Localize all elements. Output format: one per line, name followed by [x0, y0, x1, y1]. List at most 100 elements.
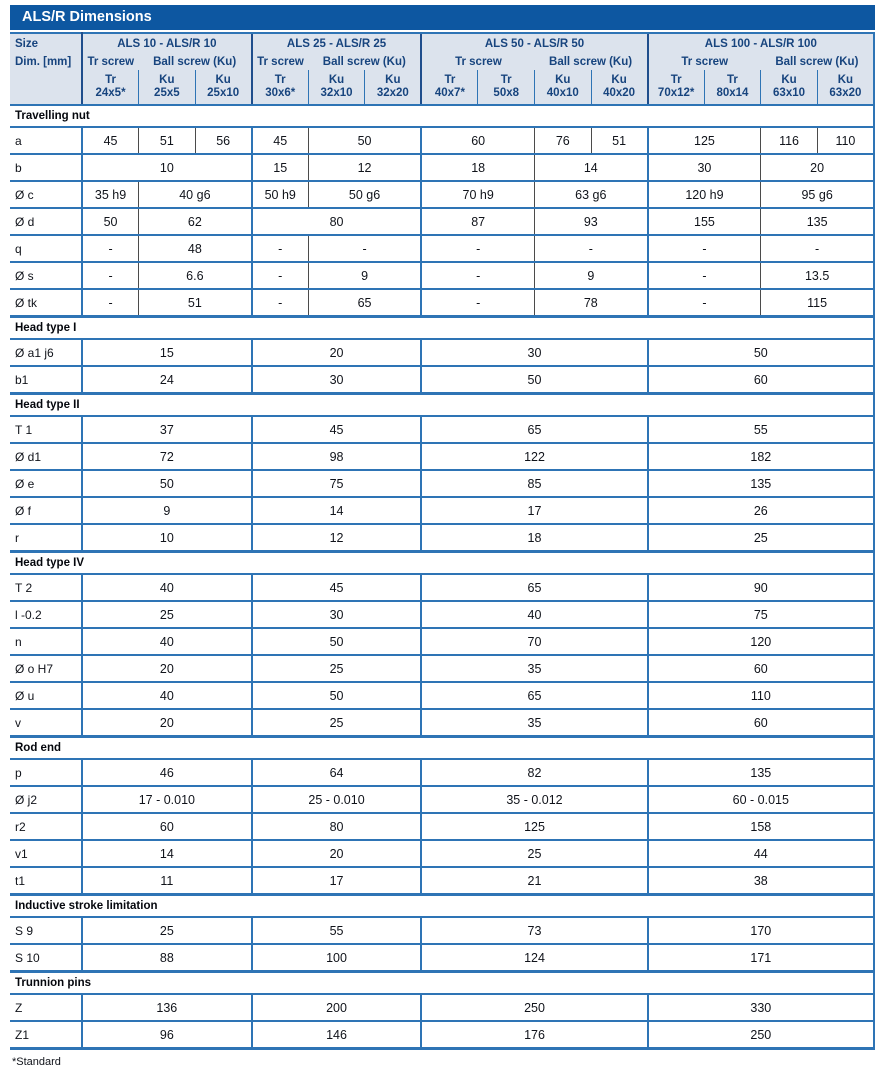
screw-type: Ku	[837, 74, 854, 86]
table-row: T 2 40 45 65 90	[10, 574, 874, 602]
screw-size-header: Ku 63x10	[760, 70, 818, 106]
row-label: v	[10, 709, 83, 738]
data-cell: 95 g6	[760, 181, 874, 209]
data-cell: 72	[81, 443, 252, 471]
data-cell: 65	[307, 289, 422, 318]
table-row: Ø s -6.6-9-9-13.5	[10, 262, 874, 290]
header-row-size: Size ALS 10 - ALS/R 10 ALS 25 - ALS/R 25 AL…	[10, 32, 874, 53]
screw-size: 32x20	[376, 87, 409, 99]
row-label: b	[10, 154, 83, 182]
row-label: r2	[10, 813, 83, 841]
row-label: Ø e	[10, 470, 83, 498]
row-label: T 1	[10, 416, 83, 444]
table-row: r 10 12 18 25	[10, 524, 874, 553]
table-row: l -0.2 25 30 40 75	[10, 601, 874, 629]
table-row: Ø tk -51-65-78-115	[10, 289, 874, 318]
data-cell: 45	[250, 574, 422, 602]
data-cell: 6.6	[138, 262, 252, 290]
data-cell: -	[250, 235, 309, 263]
data-cell: 51	[138, 127, 196, 155]
table-row: Ø e 50 75 85 135	[10, 470, 874, 498]
data-cell: 12	[250, 524, 422, 553]
header-row-screwtype: Dim. [mm] Tr screw Ball screw (Ku) Tr screw…	[10, 53, 874, 70]
data-cell: 60	[646, 655, 874, 683]
data-cell: -	[250, 262, 309, 290]
data-cell: 90	[646, 574, 874, 602]
row-label: S 10	[10, 944, 83, 973]
data-cell: 135	[646, 470, 874, 498]
row-label: Ø f	[10, 497, 83, 525]
data-cell: 60 - 0.015	[646, 786, 874, 814]
row-label: r	[10, 524, 83, 553]
data-cell: 136	[81, 994, 252, 1022]
data-cell: 10	[81, 524, 252, 553]
data-cell: 44	[646, 840, 874, 868]
table-row: S 9 25 55 73 170	[10, 917, 874, 945]
section-title: Head type II	[10, 393, 874, 417]
table-row: S 10 88 100 124 171	[10, 944, 874, 973]
data-cell: 35	[420, 655, 648, 683]
data-cell: 25 - 0.010	[250, 786, 422, 814]
screw-size-header: Ku 25x5	[138, 70, 196, 106]
data-cell: 73	[420, 917, 648, 945]
screw-size: 32x10	[320, 87, 353, 99]
section-row: Inductive stroke limitation	[10, 894, 874, 918]
table-title-bar: ALS/R Dimensions	[10, 5, 875, 30]
data-cell: 20	[81, 655, 252, 683]
data-cell: 50	[420, 366, 648, 395]
data-cell: 50	[307, 127, 422, 155]
ball-screw-label: Ball screw (Ku)	[308, 53, 422, 70]
data-cell: 64	[250, 759, 422, 787]
screw-type: Tr	[500, 74, 512, 86]
data-cell: 12	[307, 154, 422, 182]
row-label: l -0.2	[10, 601, 83, 629]
data-cell: 45	[250, 127, 309, 155]
screw-size-header: Ku 25x10	[194, 70, 252, 106]
data-cell: 110	[816, 127, 874, 155]
table-row: q -48- - - - - -	[10, 235, 874, 263]
row-label: Ø c	[10, 181, 83, 209]
data-cell: 135	[760, 208, 874, 236]
section-row: Travelling nut	[10, 105, 874, 128]
data-cell: 25	[646, 524, 874, 553]
data-cell: 18	[420, 154, 535, 182]
data-cell: -	[81, 262, 139, 290]
data-cell: 330	[646, 994, 874, 1022]
data-cell: 50	[81, 208, 139, 236]
section-title: Travelling nut	[10, 105, 874, 128]
data-cell: -	[646, 262, 761, 290]
screw-size-header: Ku 40x10	[534, 70, 592, 106]
data-cell: 85	[420, 470, 648, 498]
screw-size-header: Ku 40x20	[590, 70, 648, 106]
screw-type: Tr	[670, 74, 682, 86]
section-title: Rod end	[10, 736, 874, 760]
tr-screw-label: Tr screw	[250, 53, 309, 70]
data-cell: 17	[420, 497, 648, 525]
data-cell: 35 - 0.012	[420, 786, 648, 814]
screw-size: 80x14	[716, 87, 749, 99]
data-cell: 63 g6	[533, 181, 648, 209]
section-row: Head type IV	[10, 551, 874, 575]
data-cell: 171	[646, 944, 874, 973]
data-cell: -	[81, 289, 139, 318]
table-row: Z1 96 146 176 250	[10, 1021, 874, 1050]
data-cell: 75	[250, 470, 422, 498]
data-cell: 45	[81, 127, 139, 155]
screw-type: Ku	[611, 74, 627, 86]
data-cell: 98	[250, 443, 422, 471]
table-row: b1 24 30 50 60	[10, 366, 874, 395]
data-cell: 62	[138, 208, 252, 236]
row-label: q	[10, 235, 83, 263]
table-row: Z 136 200 250 330	[10, 994, 874, 1022]
table-row: b 10 15 12 18 14 30 20	[10, 154, 874, 182]
screw-size: 63x20	[829, 87, 862, 99]
data-cell: 30	[250, 366, 422, 395]
table-header: Size ALS 10 - ALS/R 10 ALS 25 - ALS/R 25 AL…	[10, 32, 874, 106]
data-cell: 14	[250, 497, 422, 525]
data-cell: 65	[420, 416, 648, 444]
data-cell: 82	[420, 759, 648, 787]
screw-size-header: Ku 63x20	[816, 70, 874, 106]
data-cell: 20	[760, 154, 874, 182]
row-label: Z1	[10, 1021, 83, 1050]
